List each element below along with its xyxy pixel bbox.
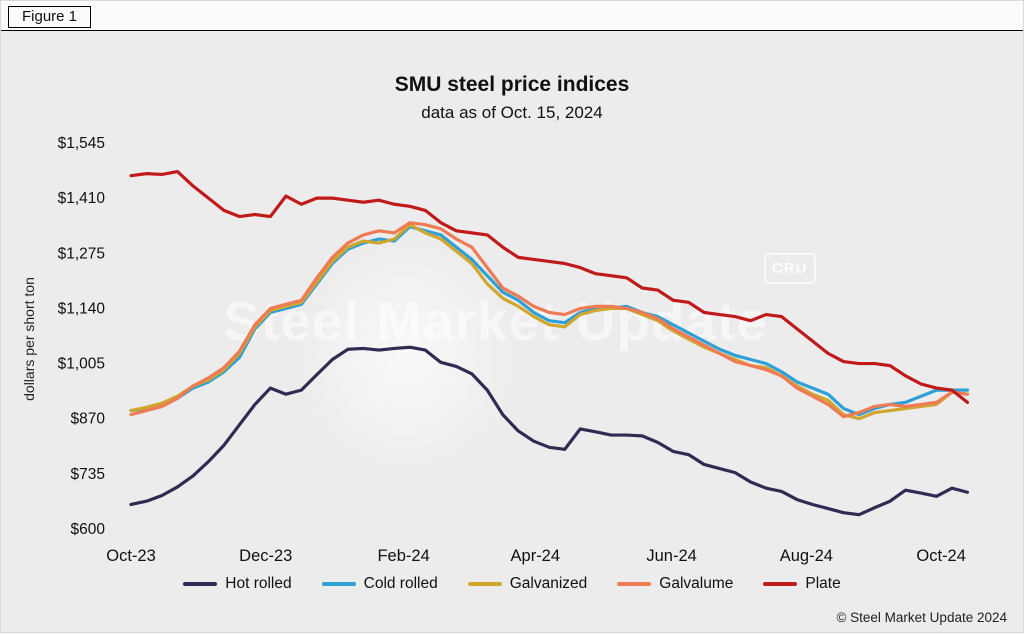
legend-swatch — [467, 582, 502, 586]
series-line-plate — [129, 169, 970, 404]
x-tick-label: Jun-24 — [646, 547, 696, 565]
chart-panel: Steel Market Update CRU SMU steel price … — [1, 31, 1023, 632]
cru-logo: CRU — [764, 253, 816, 284]
legend-item-hot-rolled: Hot rolled — [183, 575, 292, 593]
x-tick-label: Apr-24 — [511, 547, 561, 565]
y-tick-label: $1,140 — [58, 300, 106, 317]
y-tick-label: $1,005 — [58, 356, 105, 373]
chart-subtitle: data as of Oct. 15, 2024 — [421, 103, 603, 122]
legend-swatch — [617, 582, 652, 586]
y-tick-label: $870 — [71, 411, 106, 428]
series-line-galvalume — [129, 221, 970, 419]
y-tick-label: $1,410 — [58, 190, 106, 207]
chart-legend: Hot rolled Cold rolled Galvanized Galvalume… — [1, 575, 1023, 593]
legend-label: Plate — [805, 575, 841, 592]
legend-label: Galvalume — [659, 575, 734, 592]
y-tick-label: $1,545 — [58, 135, 105, 152]
legend-item-plate: Plate — [763, 575, 841, 593]
x-tick-label: Dec-23 — [239, 547, 292, 565]
chart-title: SMU steel price indices — [394, 73, 630, 96]
y-tick-label: $600 — [71, 521, 106, 538]
legend-swatch — [321, 582, 356, 586]
legend-label: Galvanized — [509, 575, 588, 592]
legend-item-galvanized: Galvanized — [467, 575, 588, 593]
legend-swatch — [183, 582, 218, 586]
figure-label: Figure 1 — [8, 6, 92, 28]
y-tick-label: $735 — [71, 466, 105, 483]
legend-label: Hot rolled — [225, 575, 292, 592]
x-tick-label: Aug-24 — [780, 547, 833, 565]
x-tick-label: Oct-24 — [916, 547, 966, 565]
legend-item-cold-rolled: Cold rolled — [321, 575, 438, 593]
legend-swatch — [763, 582, 798, 586]
series-line-hot-rolled — [129, 345, 970, 517]
series-line-cold-rolled — [129, 225, 970, 417]
price-line-chart: $600 $735 $870 $1,005 $1,140 $1,275 $1,410 $1,5… — [58, 135, 970, 565]
x-tick-label: Feb-24 — [377, 547, 429, 565]
copyright-text: © Steel Market Update 2024 — [836, 610, 1007, 625]
x-tick-label: Oct-23 — [106, 547, 156, 565]
legend-label: Cold rolled — [363, 575, 438, 592]
figure-header: Figure 1 — [1, 1, 1023, 31]
y-tick-label: $1,275 — [58, 245, 105, 262]
legend-item-galvalume: Galvalume — [617, 575, 733, 593]
